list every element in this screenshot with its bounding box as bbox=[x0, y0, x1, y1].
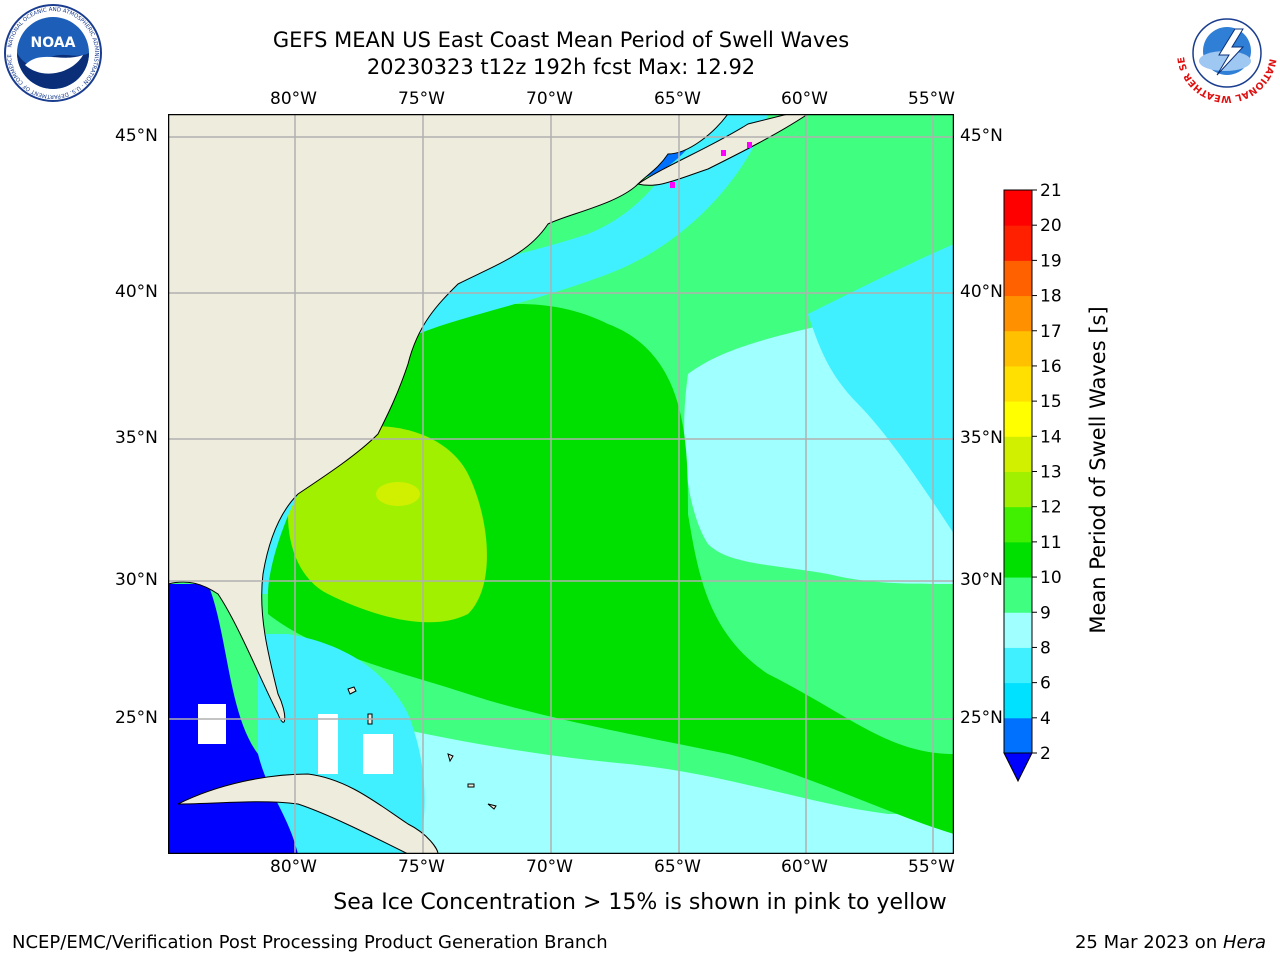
lat-label-right: 30°N bbox=[960, 570, 1003, 590]
colorbar-tick-label: 13 bbox=[1040, 463, 1062, 483]
colorbar-tick-label: 20 bbox=[1040, 216, 1062, 236]
gulf-white-patch bbox=[198, 704, 226, 744]
lon-label-bottom: 75°W bbox=[398, 857, 445, 877]
coastal-band bbox=[258, 114, 768, 594]
sea-ice-marker bbox=[747, 142, 752, 148]
colorbar-segment bbox=[1004, 190, 1032, 226]
colorbar-tick-label: 16 bbox=[1040, 357, 1062, 377]
lon-label-top: 60°W bbox=[781, 89, 828, 109]
colorbar-tick-label: 17 bbox=[1040, 322, 1062, 342]
colorbar-tick-label: 10 bbox=[1040, 568, 1062, 588]
colorbar-segment bbox=[1004, 647, 1032, 684]
swell-region-10-11s bbox=[268, 304, 954, 834]
colorbar-segment bbox=[1004, 612, 1032, 648]
lat-label-right: 45°N bbox=[960, 126, 1003, 146]
footer-date-text: 25 Mar 2023 on bbox=[1074, 932, 1223, 953]
nws-logo: NATIONAL WEATHER SERVICE bbox=[1177, 3, 1277, 103]
colorbar-tick-label: 12 bbox=[1040, 498, 1062, 518]
colorbar-tick-label: 2 bbox=[1040, 744, 1051, 764]
colorbar-tick-label: 9 bbox=[1040, 603, 1051, 623]
gulf-white-patch bbox=[363, 734, 393, 774]
chart-title: GEFS MEAN US East Coast Mean Period of S… bbox=[272, 28, 850, 52]
sea-ice-caption: Sea Ice Concentration > 15% is shown in … bbox=[333, 890, 947, 915]
lat-label-left: 40°N bbox=[115, 282, 158, 302]
noaa-logo: NOAA NATIONAL OCEANIC AND ATMOSPHERIC AD… bbox=[4, 4, 102, 102]
lon-label-top: 55°W bbox=[908, 89, 955, 109]
colorbar-tick-label: 14 bbox=[1040, 427, 1062, 447]
swell-max-spot bbox=[376, 482, 420, 506]
footer-machine: Hera bbox=[1222, 932, 1266, 953]
lon-label-top: 75°W bbox=[398, 89, 445, 109]
lat-label-left: 45°N bbox=[115, 126, 158, 146]
swell-region-6-8s bbox=[808, 244, 954, 534]
colorbar-tick-label: 11 bbox=[1040, 533, 1062, 553]
colorbar-segment bbox=[1004, 506, 1032, 543]
colorbar-segment bbox=[1004, 401, 1032, 437]
swell-period-map bbox=[168, 114, 954, 854]
colorbar-segment bbox=[1004, 330, 1032, 367]
colorbar-segment bbox=[1004, 541, 1032, 578]
sea-ice-marker bbox=[721, 150, 726, 156]
noaa-logo-text: NOAA bbox=[31, 35, 76, 51]
chart-subtitle: 20230323 t12z 192h fcst Max: 12.92 bbox=[366, 55, 756, 79]
lon-label-bottom: 80°W bbox=[270, 857, 317, 877]
colorbar-segment bbox=[1004, 577, 1032, 613]
colorbar-tick-label: 6 bbox=[1040, 674, 1051, 694]
colorbar-segment bbox=[1004, 225, 1032, 261]
lon-label-bottom: 55°W bbox=[908, 857, 955, 877]
land-bahamas bbox=[347, 686, 497, 810]
gulf-white-patch bbox=[318, 714, 338, 774]
land-cuba bbox=[177, 773, 439, 854]
lat-label-left: 30°N bbox=[115, 570, 158, 590]
colorbar: 2 4 6 8 9 10 11 12 13 14 15 16 17 18 19 20 21 bbox=[1003, 181, 1062, 783]
sea-ice-marker bbox=[670, 182, 675, 188]
lat-label-right: 25°N bbox=[960, 708, 1003, 728]
lon-label-top: 65°W bbox=[654, 89, 701, 109]
footer-date: 25 Mar 2023 on Hera bbox=[1075, 932, 1266, 953]
colorbar-tick-label: 18 bbox=[1040, 287, 1062, 307]
colorbar-segment bbox=[1004, 365, 1032, 402]
colorbar-tick-label: 19 bbox=[1040, 251, 1062, 271]
lon-label-top: 80°W bbox=[270, 89, 317, 109]
lon-label-bottom: 60°W bbox=[781, 857, 828, 877]
lon-label-bottom: 70°W bbox=[526, 857, 573, 877]
colorbar-tick-label: 8 bbox=[1040, 638, 1051, 658]
lon-label-top: 70°W bbox=[526, 89, 573, 109]
colorbar-segment bbox=[1004, 471, 1032, 508]
colorbar-segment bbox=[1004, 260, 1032, 297]
footer-credit: NCEP/EMC/Verification Post Processing Pr… bbox=[12, 932, 608, 953]
colorbar-segment bbox=[1004, 436, 1032, 472]
map-gridlines bbox=[168, 114, 954, 854]
lat-label-left: 35°N bbox=[115, 428, 158, 448]
colorbar-tick-label: 4 bbox=[1040, 709, 1051, 729]
colorbar-tick-label: 15 bbox=[1040, 392, 1062, 412]
colorbar-segment bbox=[1004, 717, 1032, 754]
lon-label-bottom: 65°W bbox=[654, 857, 701, 877]
colorbar-under-triangle bbox=[1003, 752, 1033, 783]
lat-label-right: 40°N bbox=[960, 282, 1003, 302]
lat-label-left: 25°N bbox=[115, 708, 158, 728]
swell-region-11-12s bbox=[288, 426, 487, 623]
lat-label-right: 35°N bbox=[960, 428, 1003, 448]
colorbar-tick-label: 21 bbox=[1040, 181, 1062, 201]
swell-region-8-9s-south bbox=[308, 714, 954, 854]
colorbar-segment bbox=[1004, 682, 1032, 719]
colorbar-segment bbox=[1004, 295, 1032, 332]
colorbar-label: Mean Period of Swell Waves [s] bbox=[1086, 306, 1110, 634]
